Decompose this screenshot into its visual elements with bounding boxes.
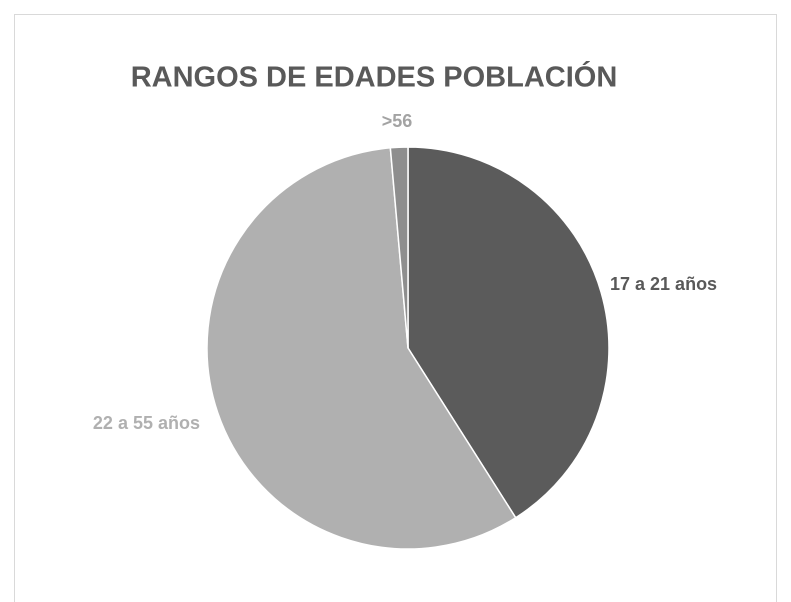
slice-label: 22 a 55 años xyxy=(93,413,200,433)
pie-slice xyxy=(389,146,409,349)
slice-label: >56 xyxy=(382,111,413,131)
chart-title: RANGOS DE EDADES POBLACIÓN xyxy=(131,60,618,94)
slice-label: 17 a 21 años xyxy=(610,274,717,294)
pie-slice xyxy=(206,146,517,550)
pie-slice xyxy=(407,146,610,519)
